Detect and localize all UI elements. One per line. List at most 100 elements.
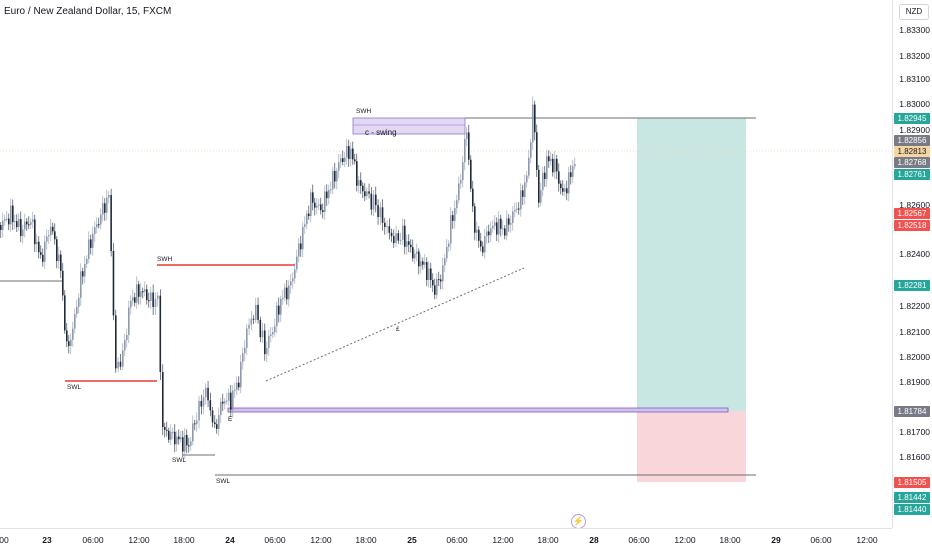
c-swing-box[interactable] xyxy=(352,117,466,135)
candle-body xyxy=(438,279,440,281)
candle-body xyxy=(40,252,42,255)
candle-body xyxy=(8,218,10,225)
candle-body xyxy=(100,214,102,225)
candle-body xyxy=(306,213,308,225)
candle-body xyxy=(294,269,296,279)
candle-body xyxy=(82,271,84,277)
candle-body xyxy=(370,193,373,210)
price-tag: 1.82856 xyxy=(894,135,930,146)
candle-body xyxy=(220,401,222,416)
candle-body xyxy=(350,148,352,160)
candle-body xyxy=(514,209,516,212)
candle-body xyxy=(494,222,496,226)
candle-body xyxy=(270,334,272,336)
price-tag: 1.82281 xyxy=(894,280,930,291)
candle-body xyxy=(50,226,52,236)
candle-body xyxy=(60,254,62,271)
candle-body xyxy=(522,190,524,197)
time-axis-label: 18:00 xyxy=(719,535,741,545)
candle-body xyxy=(414,253,416,259)
time-axis-label: 28 xyxy=(589,535,599,545)
candle-body xyxy=(508,218,510,225)
candle-body xyxy=(434,285,436,295)
candle-body xyxy=(74,314,76,329)
candle-body xyxy=(452,215,454,221)
time-axis[interactable]: 00 23 06:00 12:00 18:00 24 06:00 12:00 18:00 25 06… xyxy=(0,528,892,551)
candle-body xyxy=(474,206,476,233)
price-axis-label: 1.83300 xyxy=(899,25,930,35)
chart-area[interactable]: Euro / New Zealand Dollar, 15, FXCM SWH … xyxy=(0,0,892,528)
candle-body xyxy=(42,254,44,262)
candle-body xyxy=(512,211,514,224)
price-axis-label: 1.82000 xyxy=(899,352,930,362)
candle-body xyxy=(112,250,115,316)
candle-body xyxy=(108,195,110,198)
candle-body xyxy=(248,324,250,329)
candle-body xyxy=(266,348,268,355)
candle-body xyxy=(430,268,432,281)
candle-body xyxy=(300,243,302,250)
candle-body xyxy=(316,205,318,208)
price-axis-label: 1.82200 xyxy=(899,301,930,311)
candle-body xyxy=(472,188,474,207)
candle-body xyxy=(136,284,138,303)
candle-body xyxy=(94,227,96,235)
time-axis-label: 00 xyxy=(0,535,9,545)
stop-zone[interactable] xyxy=(637,411,746,482)
candle-body xyxy=(386,226,388,228)
candle-body xyxy=(464,138,466,163)
currency-selector[interactable]: NZD xyxy=(899,4,929,20)
candle-body xyxy=(314,202,316,208)
candle-body xyxy=(34,219,36,245)
time-axis-label: 12:00 xyxy=(310,535,332,545)
candle-body xyxy=(377,205,379,217)
trend-line[interactable] xyxy=(265,267,525,382)
candle-body xyxy=(272,332,274,335)
candle-body xyxy=(36,241,38,245)
candle-body xyxy=(200,400,203,407)
time-axis-label: 06:00 xyxy=(446,535,468,545)
candle-body xyxy=(312,192,314,203)
price-chart[interactable] xyxy=(0,0,892,528)
target-zone[interactable] xyxy=(637,118,746,411)
candle-body xyxy=(62,270,64,296)
candle-body xyxy=(170,431,172,440)
candle-body xyxy=(58,254,60,262)
candle-body xyxy=(146,289,148,301)
candle-body xyxy=(498,218,500,235)
candle-body xyxy=(102,203,104,215)
candle-body xyxy=(410,244,412,248)
candle-body xyxy=(286,287,288,300)
candle-body xyxy=(226,400,228,402)
candle-body xyxy=(182,437,184,452)
candle-body xyxy=(488,231,490,236)
price-tag: 1.82567 xyxy=(894,208,930,219)
candle-body xyxy=(348,146,350,160)
candle-body xyxy=(76,306,78,315)
candle-body xyxy=(574,164,576,167)
candle-body xyxy=(526,175,528,183)
entry-zone[interactable] xyxy=(227,407,729,413)
candle-body xyxy=(274,326,276,333)
candle-body xyxy=(532,104,534,143)
candle-body xyxy=(318,204,320,206)
lightning-icon[interactable]: ⚡ xyxy=(571,514,586,528)
time-axis-label: 23 xyxy=(42,535,52,545)
price-axis-label: 1.83200 xyxy=(899,51,930,61)
price-axis[interactable]: NZD 1.83300 1.83200 1.83100 1.83000 1.82900 1… xyxy=(892,0,932,528)
time-axis-label: 06:00 xyxy=(264,535,286,545)
candle-body xyxy=(426,262,428,280)
candle-body xyxy=(66,330,68,342)
candle-body xyxy=(104,203,106,213)
candle-body xyxy=(544,172,546,180)
candle-body xyxy=(78,297,80,307)
time-axis-label: 12:00 xyxy=(674,535,696,545)
candle-body xyxy=(476,229,478,233)
candle-body xyxy=(152,292,154,308)
candle-body xyxy=(372,194,375,210)
candle-body xyxy=(395,233,397,244)
candle-body xyxy=(546,156,548,180)
time-axis-label: 06:00 xyxy=(82,535,104,545)
candle-body xyxy=(18,218,20,228)
candle-body xyxy=(542,172,544,191)
